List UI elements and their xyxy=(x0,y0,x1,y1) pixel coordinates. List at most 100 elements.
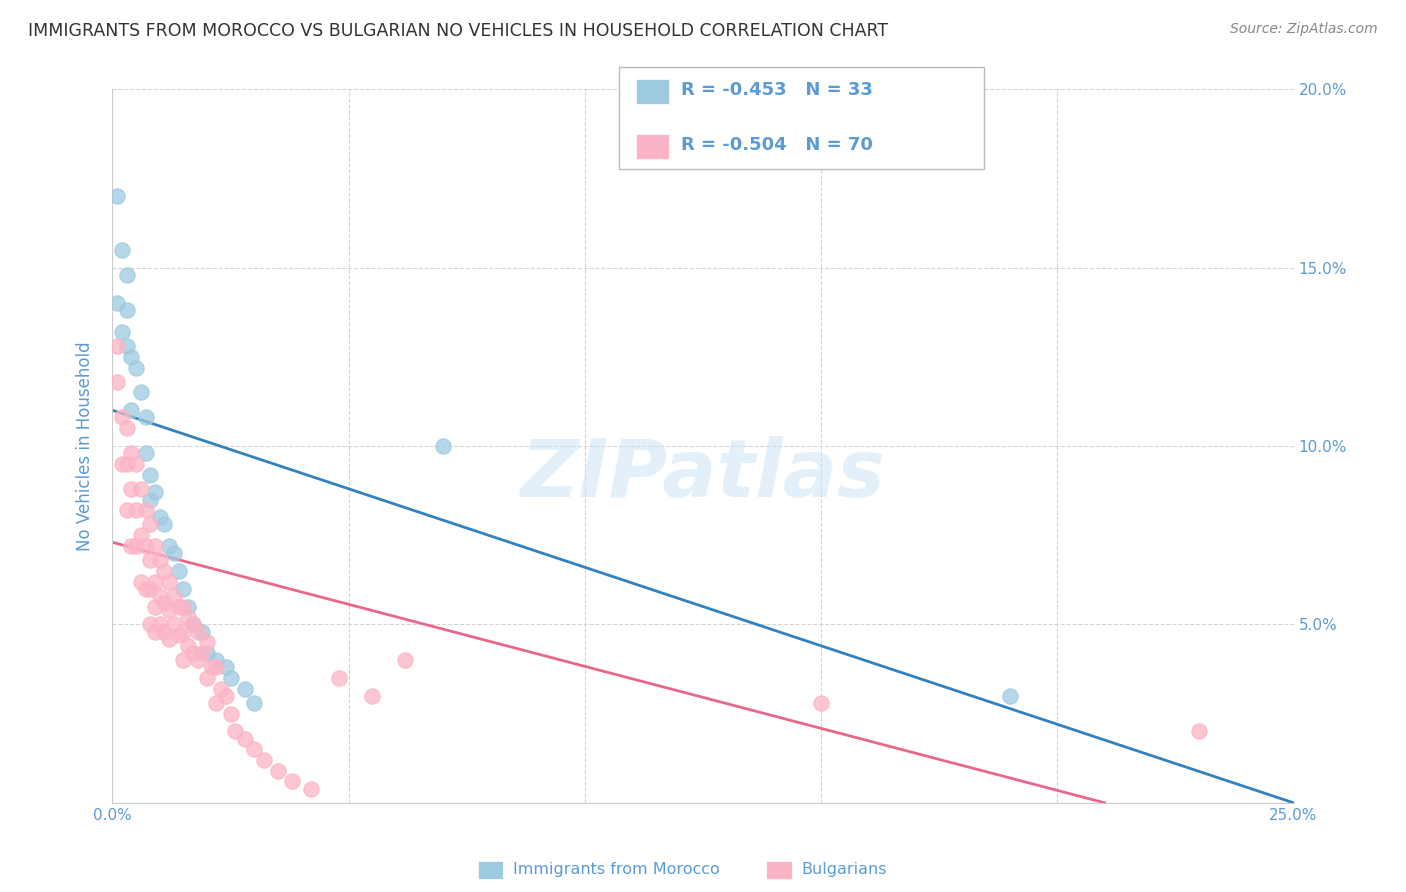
Point xyxy=(1188,724,1211,739)
Point xyxy=(153,596,176,610)
Point xyxy=(139,582,162,596)
Point xyxy=(105,375,128,389)
Point xyxy=(125,503,148,517)
Point xyxy=(149,589,172,603)
Point xyxy=(149,617,172,632)
Text: R = -0.504   N = 70: R = -0.504 N = 70 xyxy=(681,136,872,153)
Point xyxy=(135,503,157,517)
Point xyxy=(163,617,186,632)
Point xyxy=(115,421,138,435)
Point xyxy=(191,646,214,660)
Point xyxy=(172,599,194,614)
Point xyxy=(111,243,134,257)
Point xyxy=(105,339,128,353)
Point xyxy=(328,671,350,685)
Point xyxy=(153,564,176,578)
Point xyxy=(125,360,148,375)
Point xyxy=(120,446,142,460)
Point xyxy=(186,624,208,639)
Point xyxy=(157,603,180,617)
Point xyxy=(177,599,200,614)
Point xyxy=(181,617,204,632)
Point xyxy=(201,660,224,674)
Point xyxy=(139,467,162,482)
Point xyxy=(998,689,1021,703)
Point xyxy=(167,628,190,642)
Point xyxy=(111,410,134,425)
Point xyxy=(172,653,194,667)
Point xyxy=(172,582,194,596)
Point xyxy=(139,517,162,532)
Point xyxy=(115,268,138,282)
Text: Bulgarians: Bulgarians xyxy=(801,863,887,877)
Point xyxy=(177,639,200,653)
Point xyxy=(115,303,138,318)
Point xyxy=(233,681,256,696)
Point xyxy=(267,764,290,778)
Point xyxy=(143,599,166,614)
Point xyxy=(191,624,214,639)
Point xyxy=(172,624,194,639)
Point xyxy=(139,617,162,632)
Point xyxy=(125,457,148,471)
Point xyxy=(361,689,384,703)
Point xyxy=(129,574,152,589)
Point xyxy=(157,539,180,553)
Point xyxy=(120,350,142,364)
Point xyxy=(205,653,228,667)
Point xyxy=(105,189,128,203)
Point xyxy=(253,753,276,767)
Point xyxy=(115,503,138,517)
Point xyxy=(120,539,142,553)
Point xyxy=(139,553,162,567)
Point xyxy=(215,689,238,703)
Point xyxy=(153,517,176,532)
Point xyxy=(167,599,190,614)
Text: ZIPatlas: ZIPatlas xyxy=(520,435,886,514)
Point xyxy=(224,724,246,739)
Point xyxy=(394,653,416,667)
Point xyxy=(135,446,157,460)
Point xyxy=(243,742,266,756)
Point xyxy=(810,696,832,710)
Point xyxy=(125,539,148,553)
Point xyxy=(149,553,172,567)
Point xyxy=(432,439,454,453)
Point xyxy=(195,646,218,660)
Point xyxy=(149,510,172,524)
Point xyxy=(111,325,134,339)
Point xyxy=(129,385,152,400)
Point xyxy=(157,632,180,646)
Point xyxy=(153,624,176,639)
Point xyxy=(129,482,152,496)
Point xyxy=(195,671,218,685)
Point xyxy=(111,457,134,471)
Point xyxy=(120,403,142,417)
Point xyxy=(215,660,238,674)
Point xyxy=(139,492,162,507)
Point xyxy=(181,617,204,632)
Point xyxy=(219,671,242,685)
Point xyxy=(129,528,152,542)
Point xyxy=(163,546,186,560)
Point xyxy=(205,696,228,710)
Point xyxy=(281,774,304,789)
Point xyxy=(143,624,166,639)
Point xyxy=(205,660,228,674)
Point xyxy=(163,589,186,603)
Y-axis label: No Vehicles in Household: No Vehicles in Household xyxy=(76,341,94,551)
Point xyxy=(120,482,142,496)
Point xyxy=(209,681,232,696)
Point xyxy=(219,706,242,721)
Text: Source: ZipAtlas.com: Source: ZipAtlas.com xyxy=(1230,22,1378,37)
Point xyxy=(177,610,200,624)
Point xyxy=(135,410,157,425)
Point xyxy=(186,653,208,667)
Text: Immigrants from Morocco: Immigrants from Morocco xyxy=(513,863,720,877)
Point xyxy=(143,539,166,553)
Point xyxy=(167,564,190,578)
Point xyxy=(135,582,157,596)
Point xyxy=(157,574,180,589)
Point xyxy=(243,696,266,710)
Point xyxy=(181,646,204,660)
